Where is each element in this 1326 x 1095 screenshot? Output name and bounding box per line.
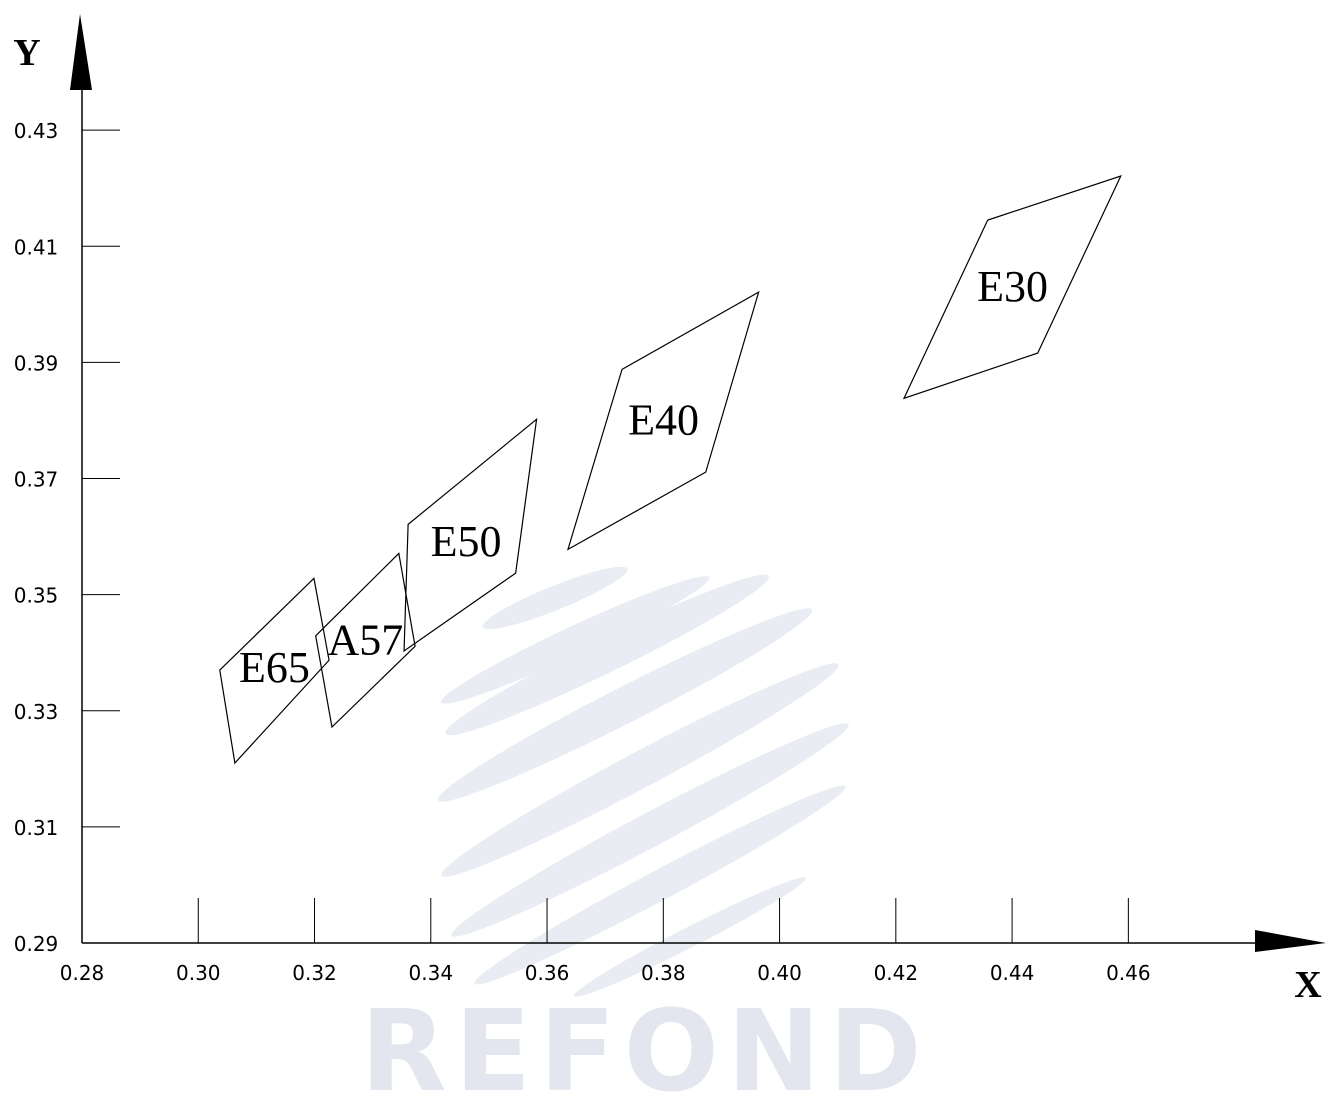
quadrangle bbox=[902, 174, 1122, 400]
x-tick-label: 0.42 bbox=[874, 961, 919, 985]
x-tick-label: 0.30 bbox=[176, 961, 221, 985]
x-axis-arrow bbox=[1255, 930, 1326, 952]
x-tick-label: 0.34 bbox=[409, 961, 454, 985]
y-tick-label: 0.43 bbox=[14, 119, 59, 143]
y-tick-label: 0.35 bbox=[14, 584, 59, 608]
y-axis-arrow bbox=[70, 14, 92, 90]
y-axis-label: Y bbox=[13, 32, 40, 74]
series-label: E30 bbox=[977, 262, 1048, 311]
quadrangle bbox=[566, 290, 760, 551]
y-tick-label: 0.33 bbox=[14, 700, 59, 724]
quadrangle bbox=[219, 577, 330, 765]
x-tick-label: 0.38 bbox=[641, 961, 686, 985]
quadrangle bbox=[315, 552, 416, 729]
y-tick-label: 0.41 bbox=[14, 235, 59, 259]
y-tick-label: 0.31 bbox=[14, 816, 59, 840]
watermark: REFOND bbox=[360, 987, 929, 1095]
watermark-decoration bbox=[437, 566, 849, 997]
x-tick-label: 0.36 bbox=[525, 961, 570, 985]
x-tick-label: 0.40 bbox=[757, 961, 802, 985]
series-label: E50 bbox=[431, 517, 502, 566]
quadrangle bbox=[403, 417, 538, 653]
x-tick-label: 0.44 bbox=[990, 961, 1035, 985]
y-tick-label: 0.39 bbox=[14, 351, 59, 375]
x-tick-label: 0.28 bbox=[60, 961, 105, 985]
y-tick-label: 0.29 bbox=[14, 932, 59, 956]
y-tick-label: 0.37 bbox=[14, 468, 59, 492]
series-label: A57 bbox=[327, 616, 403, 665]
x-tick-label: 0.32 bbox=[292, 961, 337, 985]
x-tick-label: 0.46 bbox=[1106, 961, 1151, 985]
series-label: E65 bbox=[239, 643, 310, 692]
x-axis-label: X bbox=[1294, 964, 1321, 1006]
series-label: E40 bbox=[628, 396, 699, 445]
